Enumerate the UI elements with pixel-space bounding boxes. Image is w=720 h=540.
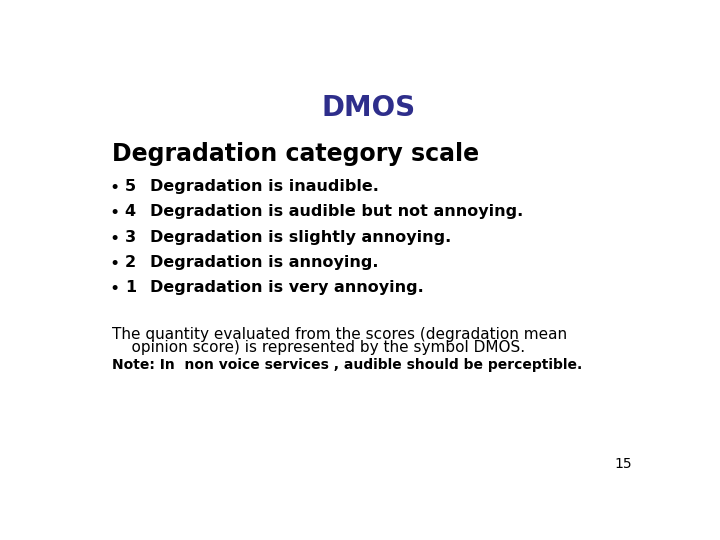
Text: Degradation category scale: Degradation category scale: [112, 142, 479, 166]
Text: •: •: [109, 204, 120, 222]
Text: Degradation is slightly annoying.: Degradation is slightly annoying.: [150, 230, 451, 245]
Text: •: •: [109, 280, 120, 299]
Text: •: •: [109, 255, 120, 273]
Text: 5: 5: [125, 179, 136, 194]
Text: Degradation is annoying.: Degradation is annoying.: [150, 255, 379, 270]
Text: Degradation is very annoying.: Degradation is very annoying.: [150, 280, 424, 295]
Text: •: •: [109, 230, 120, 247]
Text: Note: In  non voice services , audible should be perceptible.: Note: In non voice services , audible sh…: [112, 358, 582, 372]
Text: Degradation is audible but not annoying.: Degradation is audible but not annoying.: [150, 204, 523, 219]
Text: Degradation is inaudible.: Degradation is inaudible.: [150, 179, 379, 194]
Text: 4: 4: [125, 204, 136, 219]
Text: DMOS: DMOS: [322, 94, 416, 122]
Text: The quantity evaluated from the scores (degradation mean: The quantity evaluated from the scores (…: [112, 327, 567, 342]
Text: 2: 2: [125, 255, 136, 270]
Text: 15: 15: [615, 457, 632, 471]
Text: 3: 3: [125, 230, 136, 245]
Text: opinion score) is represented by the symbol DMOS.: opinion score) is represented by the sym…: [112, 340, 525, 355]
Text: 1: 1: [125, 280, 136, 295]
Text: •: •: [109, 179, 120, 197]
